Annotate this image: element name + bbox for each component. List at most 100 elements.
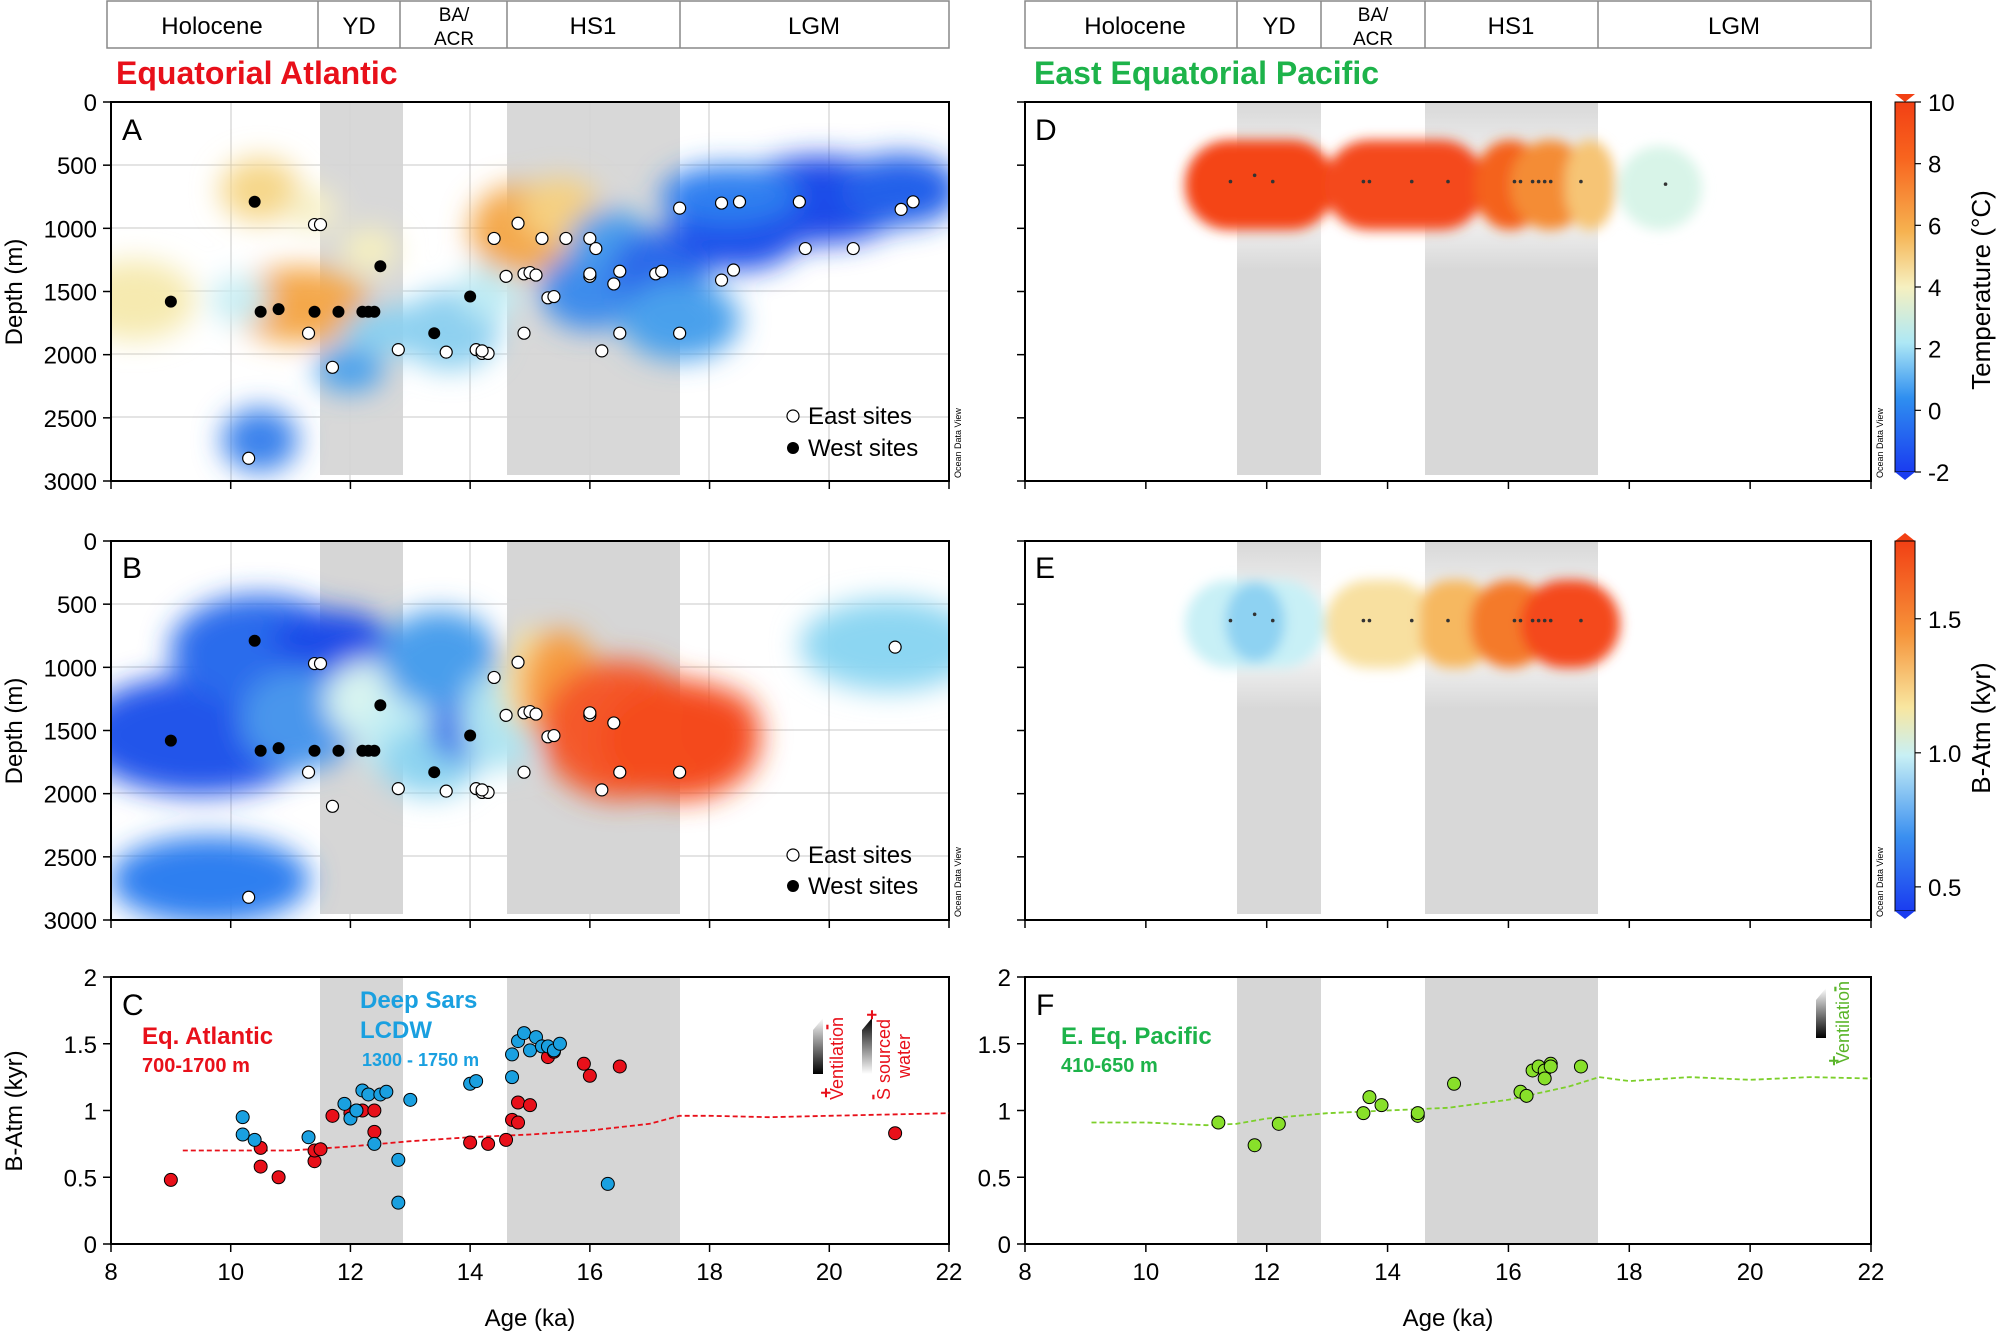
x-tick-label: 16	[1495, 1259, 1522, 1286]
east-site-point	[499, 269, 513, 283]
east-site-point	[726, 263, 741, 277]
annot-deep-sars: Deep Sars	[360, 987, 477, 1014]
data-point	[349, 1103, 364, 1118]
colorbar-tick-label: 2	[1928, 337, 1941, 364]
west-site-point	[464, 729, 477, 742]
ventilation-label-f: Ventilation	[1833, 981, 1853, 1064]
west-site-point	[164, 734, 177, 747]
period-ba-right: BA/	[1358, 5, 1389, 26]
x-tick-label: 20	[816, 1259, 843, 1286]
x-tick-label: 14	[457, 1259, 484, 1286]
x-tick-label: 20	[1737, 1259, 1764, 1286]
east-site-point	[846, 241, 860, 256]
data-point	[463, 1135, 478, 1150]
data-point	[367, 1124, 382, 1139]
east-site-point	[439, 345, 453, 359]
data-point	[1362, 1090, 1377, 1105]
y-tick-label: 2	[84, 965, 97, 992]
east-site-point	[487, 231, 501, 246]
east-site-point	[529, 268, 543, 282]
data-point	[1271, 1116, 1286, 1131]
colorbar-label-temperature: Temperature (°C)	[1966, 190, 1996, 390]
period-holocene-right: Holocene	[1084, 13, 1185, 40]
site-point	[1270, 179, 1275, 184]
points-e	[1228, 612, 1583, 623]
legend-west-b: West sites	[808, 873, 918, 900]
y-tick-label: 2500	[44, 406, 97, 433]
data-point	[253, 1159, 268, 1174]
east-site-point	[313, 217, 328, 232]
y-tick-label: 3000	[44, 908, 97, 935]
y-tick-label: 2	[998, 965, 1011, 992]
grey-bands-c	[320, 977, 680, 1244]
odv-label-b: Ocean Data View	[953, 847, 963, 917]
legend-b: East sites West sites	[786, 842, 918, 900]
data-point	[1519, 1088, 1534, 1103]
y-tick-label: 1000	[44, 655, 97, 682]
colorbar-tick-label: 4	[1928, 275, 1941, 302]
data-point	[1410, 1106, 1425, 1121]
points-c	[163, 1026, 903, 1210]
west-site-point	[308, 744, 321, 757]
xlabel-f: Age (ka)	[1403, 1305, 1494, 1332]
site-point	[1512, 618, 1517, 623]
east-site-point	[301, 326, 316, 340]
colorbar-tick-label: 1.0	[1928, 741, 1961, 768]
ventilation-key-c: - Ventilation + + S sourced water -	[813, 1009, 914, 1100]
panel-f: F E. Eq. Pacific 410-650 m - Ventilation…	[978, 965, 1885, 1286]
period-hs1-right: HS1	[1488, 13, 1535, 40]
data-point	[235, 1110, 250, 1125]
y-tick-label: 1000	[44, 216, 97, 243]
odv-label-a: Ocean Data View	[953, 408, 963, 478]
west-site-point	[374, 699, 387, 712]
data-point	[163, 1172, 178, 1187]
data-point	[403, 1092, 418, 1107]
east-site-point	[607, 277, 621, 291]
y-tick-label: 1500	[44, 719, 97, 746]
west-site-point	[374, 260, 387, 273]
panel-label-f: F	[1036, 989, 1054, 1022]
data-point	[391, 1195, 406, 1210]
site-point	[1536, 618, 1541, 623]
panel-label-b: B	[122, 552, 142, 585]
ylabel-a: Depth (m)	[1, 239, 28, 346]
s-sourced-label-c: S sourced	[874, 1019, 894, 1100]
panel-label-a: A	[122, 114, 142, 147]
period-header-right: Holocene YD BA/ ACR HS1 LGM	[1024, 0, 1872, 50]
site-point	[1518, 618, 1523, 623]
west-site-point	[254, 744, 267, 757]
site-point	[1228, 618, 1233, 623]
east-site-point	[547, 728, 561, 743]
east-site-point	[673, 201, 687, 215]
colorbar-tick-label: 8	[1928, 152, 1941, 179]
site-point	[1530, 618, 1535, 623]
ylabel-b: Depth (m)	[1, 678, 28, 785]
odv-label-d: Ocean Data View	[1875, 408, 1885, 478]
data-point	[1573, 1059, 1588, 1074]
east-site-point	[547, 289, 561, 304]
east-site-point	[714, 196, 729, 210]
site-point	[1548, 179, 1553, 184]
west-site-point	[248, 634, 261, 647]
data-point	[552, 1036, 567, 1051]
points-d	[1228, 173, 1668, 186]
east-site-point	[535, 231, 549, 246]
x-tick-label: 8	[1018, 1259, 1031, 1286]
y-tick-label: 2000	[44, 343, 97, 370]
data-point	[469, 1074, 484, 1089]
y-tick-label: 500	[57, 153, 97, 180]
y-tick-label: 0	[84, 1232, 97, 1259]
data-point	[1447, 1076, 1462, 1091]
ventilation-label-c: Ventilation	[827, 1017, 847, 1100]
x-tick-label: 12	[1253, 1259, 1280, 1286]
site-point	[1446, 179, 1450, 184]
svg-text:-: -	[816, 1024, 836, 1030]
colorbar-tick-label: 0.5	[1928, 875, 1961, 902]
period-lgm-right: LGM	[1708, 13, 1760, 40]
x-tick-label: 22	[936, 1259, 963, 1286]
y-tick-label: 0	[84, 529, 97, 556]
east-site-point	[655, 264, 669, 278]
period-hs1-left: HS1	[570, 13, 617, 40]
site-point	[1530, 179, 1535, 184]
panel-label-c: C	[122, 989, 144, 1022]
